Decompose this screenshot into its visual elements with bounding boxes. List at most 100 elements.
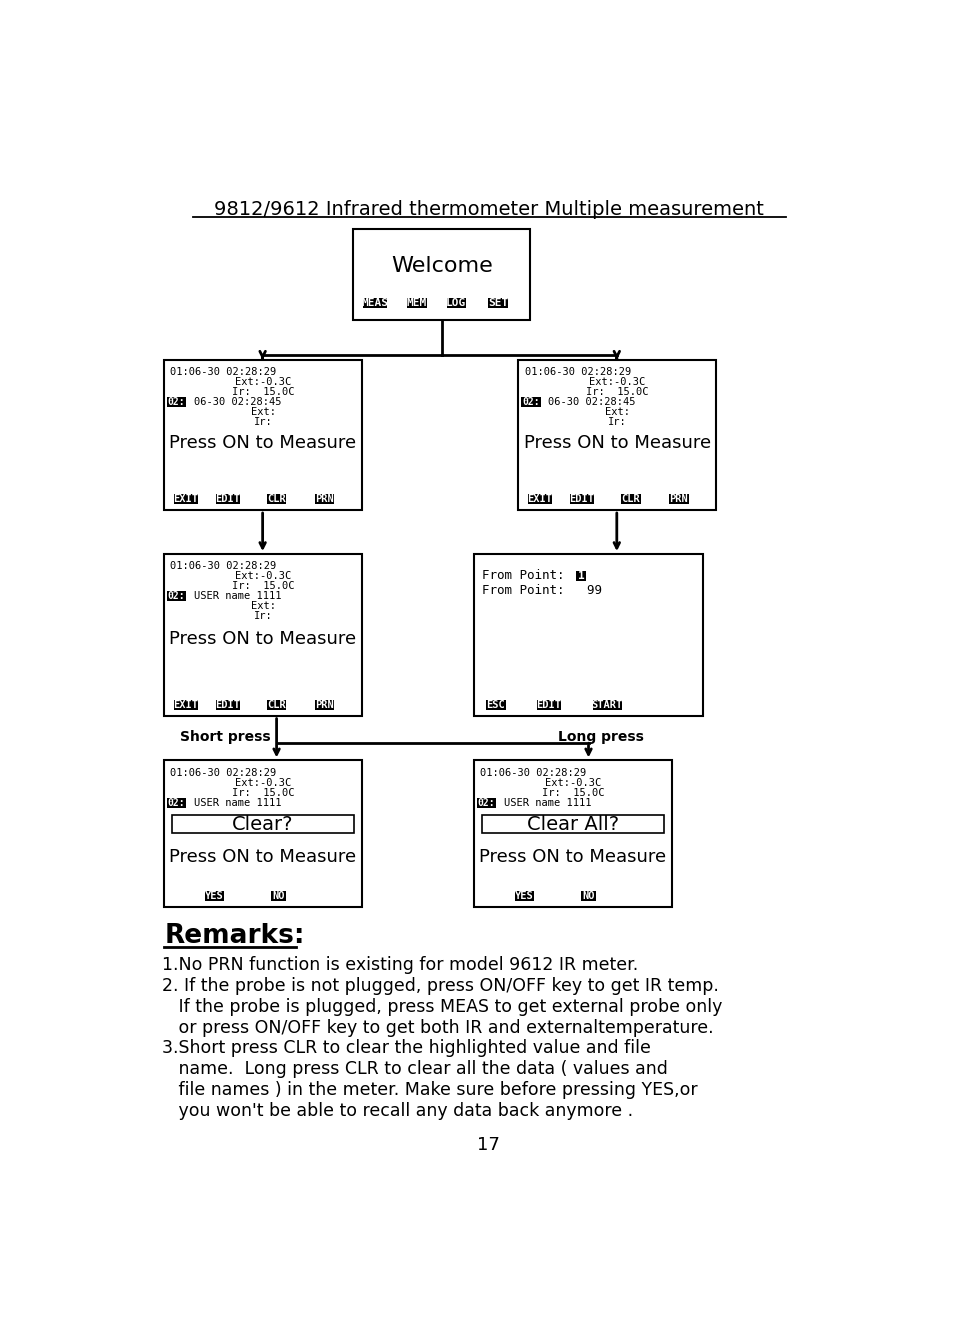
- Bar: [474, 761, 671, 907]
- Text: Short press: Short press: [179, 730, 270, 745]
- Text: 01:06-30 02:28:29: 01:06-30 02:28:29: [171, 562, 276, 571]
- Text: MEAS: MEAS: [361, 298, 388, 308]
- Text: Ir:  15.0C: Ir: 15.0C: [585, 387, 648, 398]
- Bar: [488, 298, 508, 308]
- Text: Clear?: Clear?: [232, 814, 294, 833]
- Text: Ir:  15.0C: Ir: 15.0C: [232, 788, 294, 798]
- Text: 02:: 02:: [168, 591, 185, 601]
- Text: SET: SET: [488, 298, 508, 308]
- Bar: [476, 798, 496, 808]
- Bar: [515, 891, 534, 900]
- Text: Press ON to Measure: Press ON to Measure: [170, 434, 356, 452]
- Text: EDIT: EDIT: [536, 700, 560, 710]
- Text: 02:: 02:: [521, 398, 539, 407]
- Bar: [580, 891, 596, 900]
- Text: Ext:-0.3C: Ext:-0.3C: [234, 571, 291, 582]
- Text: 17: 17: [477, 1136, 499, 1154]
- Text: Remarks:: Remarks:: [164, 923, 304, 949]
- Bar: [407, 298, 426, 308]
- Text: 02:: 02:: [168, 798, 185, 808]
- Text: 3.Short press CLR to clear the highlighted value and file: 3.Short press CLR to clear the highlight…: [162, 1039, 650, 1058]
- Bar: [353, 228, 530, 320]
- Text: file names ) in the meter. Make sure before pressing YES,or: file names ) in the meter. Make sure bef…: [162, 1081, 697, 1099]
- Text: Ir:  15.0C: Ir: 15.0C: [232, 387, 294, 398]
- Text: you won't be able to recall any data back anymore .: you won't be able to recall any data bac…: [162, 1102, 633, 1120]
- Bar: [314, 700, 335, 710]
- Bar: [271, 891, 286, 900]
- Text: EDIT: EDIT: [215, 700, 240, 710]
- Text: USER name 1111: USER name 1111: [193, 591, 281, 601]
- Text: PRN: PRN: [314, 700, 334, 710]
- Bar: [267, 495, 286, 504]
- Bar: [668, 495, 688, 504]
- Text: 06-30 02:28:45: 06-30 02:28:45: [547, 398, 635, 407]
- Bar: [485, 700, 505, 710]
- Text: 1: 1: [578, 571, 584, 581]
- Bar: [569, 495, 594, 504]
- Text: Long press: Long press: [557, 730, 642, 745]
- Text: Ext:-0.3C: Ext:-0.3C: [588, 378, 644, 387]
- Text: LOG: LOG: [446, 298, 466, 308]
- Bar: [520, 398, 540, 407]
- Bar: [362, 298, 387, 308]
- Bar: [173, 700, 198, 710]
- Text: Ir:  15.0C: Ir: 15.0C: [541, 788, 603, 798]
- Text: YES: YES: [205, 891, 224, 900]
- Text: CLR: CLR: [267, 495, 286, 504]
- Text: Ext:: Ext:: [604, 407, 629, 417]
- Bar: [576, 571, 586, 581]
- Text: Ext:: Ext:: [251, 601, 275, 612]
- Bar: [167, 591, 186, 601]
- Text: 02:: 02:: [168, 398, 185, 407]
- Text: Press ON to Measure: Press ON to Measure: [479, 848, 666, 866]
- Text: NO: NO: [273, 891, 285, 900]
- Text: 06-30 02:28:45: 06-30 02:28:45: [193, 398, 281, 407]
- Text: Clear All?: Clear All?: [526, 814, 618, 833]
- Bar: [172, 814, 354, 833]
- Text: From Point:: From Point:: [481, 569, 564, 582]
- Text: PRN: PRN: [669, 495, 687, 504]
- Text: Ir:: Ir:: [253, 612, 273, 621]
- Text: Ir:  15.0C: Ir: 15.0C: [232, 582, 294, 591]
- Text: EXIT: EXIT: [527, 495, 552, 504]
- Bar: [164, 554, 361, 716]
- Text: Ir:: Ir:: [253, 417, 273, 427]
- Bar: [314, 495, 335, 504]
- Text: USER name 1111: USER name 1111: [503, 798, 591, 808]
- Text: Press ON to Measure: Press ON to Measure: [170, 848, 356, 866]
- Bar: [167, 798, 186, 808]
- Bar: [173, 495, 198, 504]
- Text: Welcome: Welcome: [391, 255, 492, 276]
- Text: Ir:: Ir:: [607, 417, 626, 427]
- Text: 01:06-30 02:28:29: 01:06-30 02:28:29: [171, 767, 276, 778]
- Bar: [481, 814, 663, 833]
- Text: START: START: [591, 700, 622, 710]
- Text: PRN: PRN: [314, 495, 334, 504]
- Text: EDIT: EDIT: [215, 495, 240, 504]
- Text: Ext:-0.3C: Ext:-0.3C: [544, 778, 600, 788]
- Text: MEM: MEM: [406, 298, 427, 308]
- Bar: [446, 298, 466, 308]
- Text: From Point:   99: From Point: 99: [481, 585, 601, 598]
- Text: If the probe is plugged, press MEAS to get external probe only: If the probe is plugged, press MEAS to g…: [162, 997, 721, 1016]
- Bar: [167, 398, 186, 407]
- Text: Ext:-0.3C: Ext:-0.3C: [234, 378, 291, 387]
- Bar: [620, 495, 639, 504]
- Text: 1.No PRN function is existing for model 9612 IR meter.: 1.No PRN function is existing for model …: [162, 956, 638, 974]
- Text: 01:06-30 02:28:29: 01:06-30 02:28:29: [524, 367, 630, 378]
- Text: or press ON/OFF key to get both IR and externaltemperature.: or press ON/OFF key to get both IR and e…: [162, 1019, 713, 1036]
- Text: Press ON to Measure: Press ON to Measure: [170, 630, 356, 648]
- Bar: [205, 891, 224, 900]
- Text: 01:06-30 02:28:29: 01:06-30 02:28:29: [480, 767, 586, 778]
- Text: 2. If the probe is not plugged, press ON/OFF key to get IR temp.: 2. If the probe is not plugged, press ON…: [162, 977, 718, 995]
- Bar: [527, 495, 552, 504]
- Bar: [215, 495, 239, 504]
- Bar: [164, 360, 361, 511]
- Text: Press ON to Measure: Press ON to Measure: [523, 434, 710, 452]
- Text: EXIT: EXIT: [173, 495, 198, 504]
- Text: 02:: 02:: [477, 798, 495, 808]
- Text: 9812/9612 Infrared thermometer Multiple measurement: 9812/9612 Infrared thermometer Multiple …: [213, 199, 763, 219]
- Text: ESC: ESC: [486, 700, 505, 710]
- Text: CLR: CLR: [620, 495, 639, 504]
- Text: USER name 1111: USER name 1111: [193, 798, 281, 808]
